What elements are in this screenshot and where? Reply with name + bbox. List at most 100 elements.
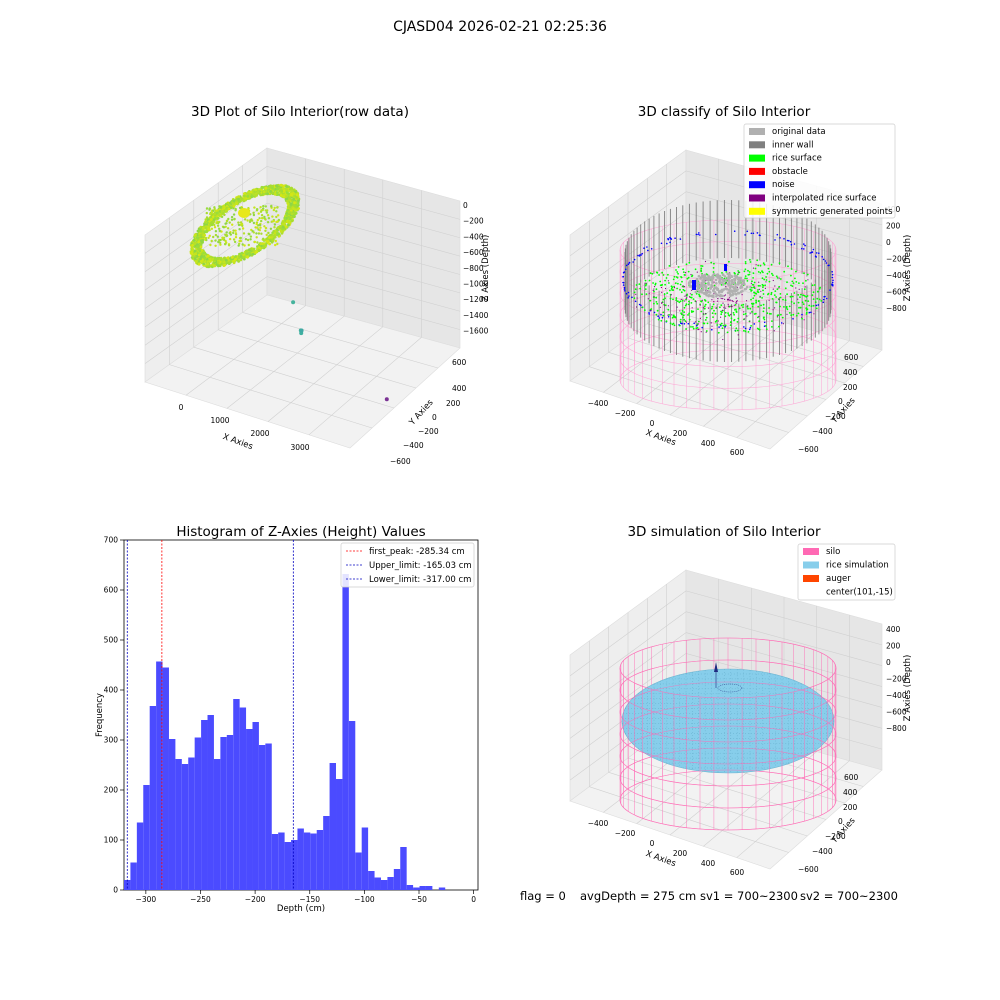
rice-surface-point bbox=[672, 278, 675, 281]
rice-surface-point bbox=[762, 293, 765, 295]
noise-point bbox=[623, 286, 626, 289]
raw-point bbox=[256, 191, 259, 195]
rice-surface-point bbox=[762, 286, 764, 289]
grid-line bbox=[226, 315, 345, 409]
histogram-bar bbox=[323, 816, 330, 890]
original-data-point bbox=[689, 285, 693, 288]
rice-surface-point bbox=[662, 274, 665, 276]
raw-inner-point bbox=[222, 226, 226, 229]
raw-inner-point bbox=[252, 211, 255, 214]
interpolated-point bbox=[653, 296, 655, 298]
interpolated-point bbox=[798, 288, 800, 290]
rice-surface-point bbox=[685, 303, 688, 305]
rice-surface-point bbox=[762, 317, 765, 319]
histogram-bar bbox=[246, 729, 253, 890]
rice-surface-point bbox=[747, 269, 749, 272]
y-tick: −400 bbox=[812, 427, 833, 436]
rice-surface-point bbox=[662, 298, 665, 301]
grid-line bbox=[144, 202, 268, 291]
original-data-point bbox=[730, 278, 734, 282]
noise-point bbox=[657, 315, 659, 318]
rice-surface-point bbox=[656, 272, 659, 274]
rice-surface-point bbox=[805, 295, 807, 298]
raw-point bbox=[191, 254, 195, 258]
raw-point bbox=[194, 260, 198, 263]
raw-inner-point bbox=[252, 213, 256, 217]
raw-inner-point bbox=[270, 238, 273, 241]
rice-surface-point bbox=[688, 261, 691, 264]
noise-point bbox=[641, 252, 643, 255]
rice-surface-point bbox=[674, 316, 677, 319]
raw-point bbox=[248, 252, 252, 255]
raw-inner-point bbox=[264, 243, 267, 247]
interpolated-point bbox=[813, 313, 815, 315]
rice-surface-point bbox=[806, 295, 809, 297]
interpolated-point bbox=[691, 289, 693, 291]
raw-point bbox=[281, 225, 285, 229]
rice-surface-point bbox=[684, 304, 687, 307]
noise-point bbox=[814, 255, 817, 257]
rice-surface-point bbox=[669, 322, 672, 325]
y-tick-label: 500 bbox=[104, 636, 119, 645]
noise-point bbox=[638, 255, 641, 257]
original-data-point bbox=[702, 280, 706, 284]
raw-inner-point bbox=[225, 204, 229, 208]
noise-point bbox=[812, 248, 815, 251]
interpolated-point bbox=[645, 282, 647, 284]
raw-point bbox=[193, 249, 197, 253]
rice-surface-point bbox=[752, 272, 755, 275]
legend-swatch bbox=[749, 167, 765, 175]
rice-surface-point bbox=[776, 288, 779, 291]
rice-surface-point bbox=[654, 282, 657, 285]
rice-surface-point bbox=[665, 320, 668, 323]
panel-raw-title: 3D Plot of Silo Interior(row data) bbox=[191, 104, 409, 120]
raw-point bbox=[297, 199, 300, 203]
original-data-point bbox=[727, 279, 731, 282]
raw-inner-point bbox=[216, 235, 219, 238]
rice-surface-point bbox=[810, 305, 813, 308]
interpolated-point bbox=[659, 306, 662, 308]
rice-surface-point bbox=[677, 282, 679, 285]
grid-line bbox=[193, 346, 395, 409]
raw-inner-point bbox=[258, 229, 261, 232]
original-data-point bbox=[721, 294, 724, 298]
raw-point bbox=[265, 237, 268, 241]
noise-point bbox=[701, 326, 703, 329]
rice-surface-point bbox=[762, 303, 765, 306]
classify-silo-ring bbox=[619, 262, 837, 324]
legend-label: silo bbox=[826, 547, 840, 557]
rice-surface-point bbox=[767, 267, 770, 270]
raw-inner-point bbox=[222, 236, 226, 239]
raw-inner-point bbox=[228, 231, 231, 235]
interpolated-point bbox=[778, 277, 780, 279]
interpolated-point bbox=[661, 291, 663, 293]
interpolated-point bbox=[680, 298, 682, 301]
rice-surface-point bbox=[759, 271, 762, 274]
histogram-bar bbox=[374, 877, 381, 890]
rice-surface-point bbox=[759, 264, 762, 267]
legend-swatch bbox=[803, 548, 819, 555]
raw-inner-point bbox=[222, 206, 225, 209]
raw-point bbox=[282, 184, 286, 188]
raw-inner-point bbox=[274, 243, 277, 247]
noise-point bbox=[779, 237, 781, 239]
z-tick: 0 bbox=[886, 658, 891, 667]
raw-point bbox=[290, 219, 294, 223]
histogram-bar bbox=[342, 574, 349, 890]
raw-point bbox=[216, 216, 220, 220]
rice-surface-point bbox=[687, 270, 690, 273]
classify-silo-ring bbox=[619, 241, 837, 303]
x-tick: −400 bbox=[588, 819, 609, 828]
x-tick: 600 bbox=[730, 448, 745, 457]
raw-inner-point bbox=[233, 240, 237, 244]
rice-surface-point bbox=[712, 316, 714, 318]
raw-inner-point bbox=[230, 218, 234, 221]
rice-surface-point bbox=[802, 282, 804, 285]
raw-z-tick: −400 bbox=[463, 232, 484, 241]
raw-inner-point bbox=[234, 207, 237, 211]
raw-inner-point bbox=[225, 219, 229, 223]
rice-surface-point bbox=[729, 321, 732, 324]
interpolated-point bbox=[759, 296, 761, 298]
raw-y-tick: 400 bbox=[452, 384, 467, 393]
rice-surface-point bbox=[750, 289, 753, 292]
